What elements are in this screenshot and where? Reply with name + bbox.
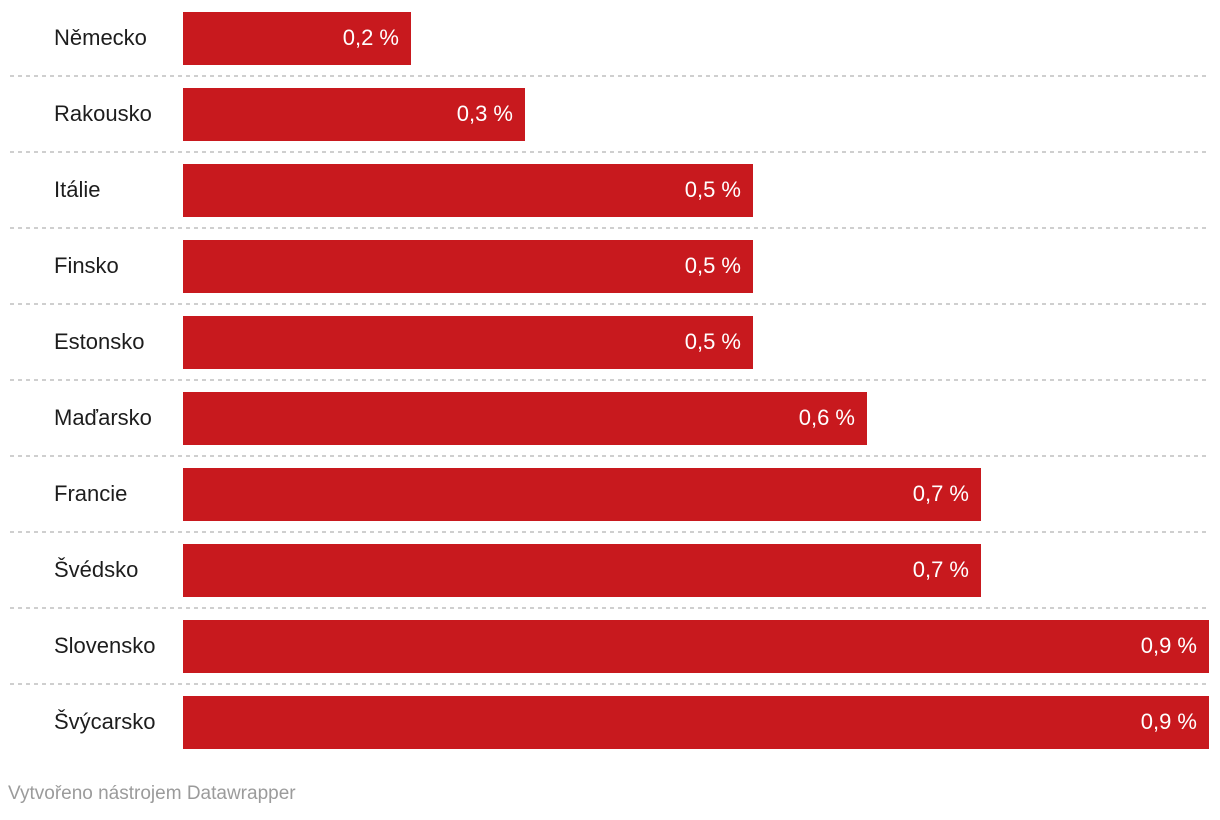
bar: 0,7 % [183,467,981,521]
value-label: 0,5 % [684,329,741,354]
chart-row: Finsko 0,5 % [0,228,1220,305]
row-separator [10,455,1209,457]
chart-row: Estonsko 0,5 % [0,304,1220,381]
value-label: 0,3 % [456,101,513,126]
bar-area: 0,9 % [183,695,1209,749]
chart-row: Itálie 0,5 % [0,152,1220,229]
bar-area: 0,6 % [183,391,1209,445]
bar: 0,5 % [183,315,753,369]
chart-row: Německo 0,2 % [0,0,1220,77]
row-separator [10,607,1209,609]
value-label: 0,7 % [912,557,969,582]
category-label: Estonsko [54,329,145,354]
row-separator [10,531,1209,533]
value-label: 0,6 % [798,405,855,430]
row-separator [10,227,1209,229]
category-label: Německo [54,25,147,50]
category-label: Francie [54,481,128,506]
row-separator [10,151,1209,153]
category-label: Švédsko [54,557,139,582]
chart-row: Rakousko 0,3 % [0,76,1220,153]
chart-row: Maďarsko 0,6 % [0,380,1220,457]
bar: 0,9 % [183,619,1209,673]
category-label: Maďarsko [54,405,152,430]
value-label: 0,5 % [684,253,741,278]
value-label: 0,9 % [1140,633,1197,658]
chart-row: Švédsko 0,7 % [0,532,1220,609]
chart-row: Francie 0,7 % [0,456,1220,533]
category-label: Finsko [54,253,119,278]
bar-area: 0,2 % [183,11,1209,65]
bar: 0,5 % [183,239,753,293]
bar: 0,9 % [183,695,1209,749]
category-label: Itálie [54,177,101,202]
category-label: Slovensko [54,633,156,658]
chart-row: Slovensko 0,9 % [0,608,1220,685]
bar-area: 0,7 % [183,543,1209,597]
bar: 0,6 % [183,391,867,445]
bar-area: 0,5 % [183,315,1209,369]
row-separator [10,75,1209,77]
chart-row: Švýcarsko 0,9 % [0,684,1220,760]
value-label: 0,5 % [684,177,741,202]
bar: 0,5 % [183,163,753,217]
bar: 0,3 % [183,87,525,141]
bar-area: 0,5 % [183,163,1209,217]
row-separator [10,379,1209,381]
category-label: Švýcarsko [54,709,156,734]
value-label: 0,2 % [342,25,399,50]
bar-area: 0,9 % [183,619,1209,673]
value-label: 0,9 % [1140,709,1197,734]
row-separator [10,303,1209,305]
bar-area: 0,3 % [183,87,1209,141]
bar: 0,2 % [183,11,411,65]
row-separator [10,683,1209,685]
chart-rows: Německo 0,2 % Rakousko 0,3 % Itálie 0,5 % Fins… [0,0,1220,760]
value-label: 0,7 % [912,481,969,506]
bar: 0,7 % [183,543,981,597]
category-label: Rakousko [54,101,152,126]
bar-area: 0,7 % [183,467,1209,521]
datawrapper-credit: Vytvořeno nástrojem Datawrapper [8,783,296,804]
bar-area: 0,5 % [183,239,1209,293]
